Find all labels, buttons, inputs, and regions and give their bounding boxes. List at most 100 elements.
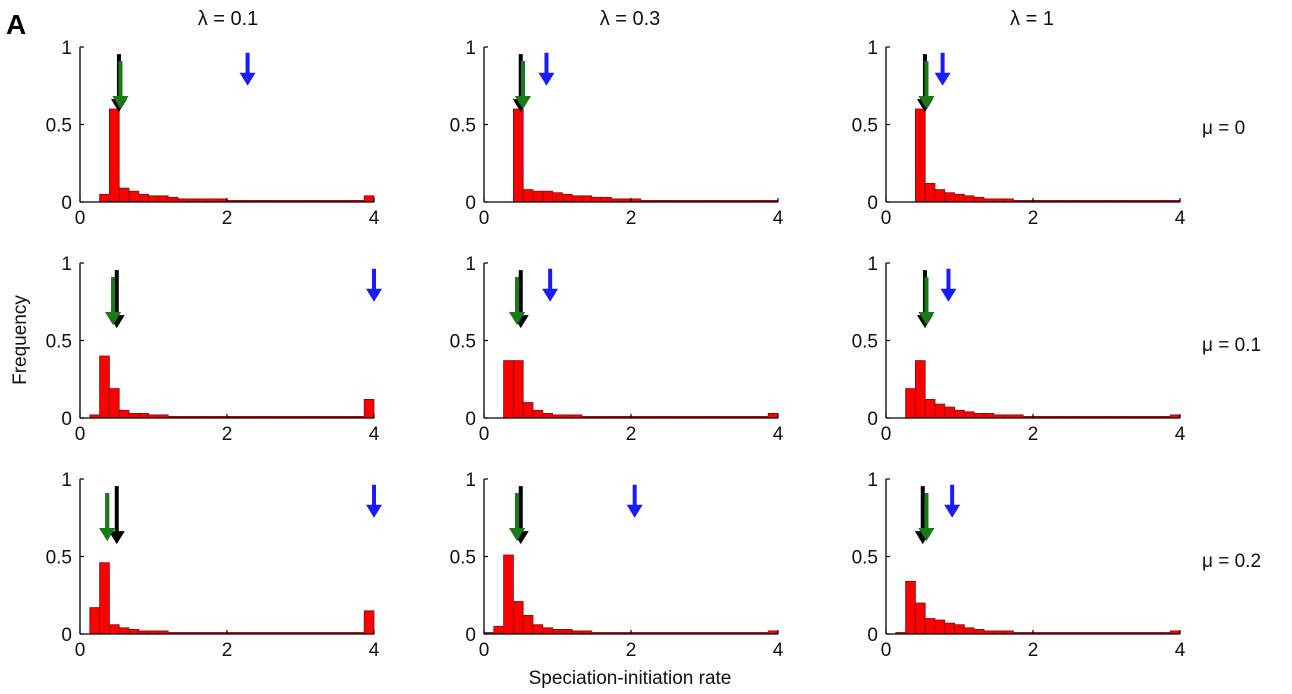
y-tick-label: 0.5 bbox=[852, 332, 878, 353]
histogram-bar bbox=[109, 624, 120, 635]
histogram-bar bbox=[109, 388, 120, 419]
subplot-r2-c3: 0 0.5 1 0 2 4 bbox=[852, 254, 1186, 445]
histogram-bar bbox=[532, 624, 544, 635]
histogram-bar bbox=[944, 192, 955, 203]
histogram-bar bbox=[493, 625, 504, 635]
histogram-bar bbox=[944, 406, 955, 419]
panel-letter: A bbox=[6, 9, 26, 40]
green-arrow-marker-overlay bbox=[918, 61, 935, 109]
histogram-bar bbox=[138, 193, 150, 203]
x-tick-label: 4 bbox=[369, 424, 380, 445]
histogram-bar bbox=[542, 412, 553, 419]
x-tick-label: 0 bbox=[881, 208, 892, 229]
histogram-bar bbox=[934, 619, 946, 635]
y-tick-label: 1 bbox=[867, 38, 878, 59]
histogram-bar bbox=[905, 388, 916, 419]
histogram-bar bbox=[128, 190, 140, 203]
histogram-bar bbox=[552, 629, 563, 635]
histogram-bar bbox=[513, 601, 524, 635]
histogram-bar bbox=[562, 193, 573, 203]
column-label-1: λ = 0.1 bbox=[198, 8, 259, 30]
histogram-bar bbox=[944, 622, 955, 635]
y-tick-label: 0.5 bbox=[46, 548, 72, 569]
y-tick-label: 0 bbox=[465, 193, 476, 214]
histogram-bar bbox=[522, 615, 534, 635]
histogram-bar bbox=[542, 190, 553, 203]
green-arrow-marker-overlay bbox=[918, 493, 935, 541]
x-tick-label: 2 bbox=[626, 208, 637, 229]
histogram-bar bbox=[581, 195, 593, 203]
histogram-bar bbox=[542, 627, 553, 635]
y-tick-label: 1 bbox=[465, 38, 476, 59]
histogram-bar bbox=[513, 360, 524, 419]
histogram-bar bbox=[99, 355, 110, 419]
x-tick-label: 0 bbox=[75, 424, 86, 445]
row-label-1: μ = 0 bbox=[1202, 118, 1245, 139]
histogram-bar bbox=[99, 193, 110, 203]
histogram-bar bbox=[767, 412, 779, 419]
y-axis-label: Frequency bbox=[10, 295, 31, 385]
green-arrow-marker-overlay bbox=[514, 61, 531, 109]
blue-arrow-marker bbox=[626, 484, 643, 518]
subplot-r1-c1: 0 0.5 1 0 2 4 bbox=[46, 38, 380, 229]
blue-arrow-marker bbox=[944, 484, 961, 518]
green-arrow-marker-overlay bbox=[509, 493, 526, 541]
histogram-bar bbox=[915, 108, 926, 203]
histogram-bar bbox=[522, 402, 534, 419]
histogram-bar bbox=[118, 409, 130, 419]
histogram-bar bbox=[915, 360, 926, 419]
histogram-bar bbox=[973, 629, 985, 635]
subplot-r1-c2: 0 0.5 1 0 2 4 bbox=[450, 38, 784, 229]
histogram-bar bbox=[924, 618, 936, 635]
histogram-bar bbox=[591, 196, 602, 203]
y-tick-label: 0.5 bbox=[450, 548, 476, 569]
black-arrow-marker bbox=[108, 486, 125, 545]
subplots: 0 0.5 1 0 2 4 0 0.5 1 0 2 4 0 0.5 1 0 2 4 0 0.5 1 0 2 4 0 0.5 1 0 2 4… bbox=[46, 38, 1186, 661]
x-tick-label: 0 bbox=[479, 208, 490, 229]
x-tick-label: 2 bbox=[1028, 640, 1039, 661]
green-arrow-marker-overlay bbox=[99, 493, 116, 541]
y-tick-label: 1 bbox=[867, 470, 878, 491]
blue-arrow-marker bbox=[366, 268, 382, 302]
blue-arrow-marker bbox=[934, 52, 951, 86]
y-tick-label: 1 bbox=[61, 38, 72, 59]
y-tick-label: 0.5 bbox=[46, 116, 72, 137]
x-tick-label: 4 bbox=[1175, 424, 1186, 445]
subplot-r3-c2: 0 0.5 1 0 2 4 bbox=[450, 470, 784, 661]
histogram-bar bbox=[973, 196, 985, 203]
y-tick-label: 0 bbox=[867, 625, 878, 646]
green-arrow-marker-overlay bbox=[112, 61, 129, 109]
histogram-bar bbox=[562, 629, 573, 635]
y-tick-label: 1 bbox=[61, 470, 72, 491]
histogram-bar bbox=[167, 196, 179, 203]
y-tick-label: 1 bbox=[61, 254, 72, 275]
histogram-bar bbox=[924, 182, 936, 203]
histogram-bar bbox=[964, 411, 975, 419]
histogram-bar bbox=[148, 195, 159, 203]
y-tick-label: 0 bbox=[465, 625, 476, 646]
histogram-bar bbox=[522, 189, 534, 203]
histogram-bar bbox=[954, 409, 965, 419]
y-tick-label: 0 bbox=[61, 625, 72, 646]
x-tick-label: 2 bbox=[1028, 424, 1039, 445]
x-tick-label: 4 bbox=[1175, 640, 1186, 661]
x-tick-label: 0 bbox=[75, 208, 86, 229]
histogram-bar bbox=[571, 195, 583, 203]
histogram-bar bbox=[118, 627, 130, 635]
x-tick-label: 2 bbox=[1028, 208, 1039, 229]
histogram-bar bbox=[89, 607, 101, 635]
histogram-bar bbox=[157, 195, 169, 203]
x-axis-label: Speciation-initiation rate bbox=[529, 668, 732, 689]
x-tick-label: 2 bbox=[626, 424, 637, 445]
x-tick-label: 2 bbox=[222, 640, 233, 661]
x-tick-label: 0 bbox=[881, 424, 892, 445]
y-tick-label: 0.5 bbox=[852, 548, 878, 569]
histogram-bar bbox=[905, 580, 916, 635]
y-tick-label: 0.5 bbox=[852, 116, 878, 137]
green-arrow-marker-overlay bbox=[105, 277, 122, 325]
subplot-r3-c1: 0 0.5 1 0 2 4 bbox=[46, 470, 382, 661]
subplot-r2-c2: 0 0.5 1 0 2 4 bbox=[450, 254, 784, 445]
histogram-bar bbox=[915, 602, 926, 635]
histogram-bar bbox=[513, 108, 524, 203]
row-label-3: μ = 0.2 bbox=[1202, 551, 1261, 572]
